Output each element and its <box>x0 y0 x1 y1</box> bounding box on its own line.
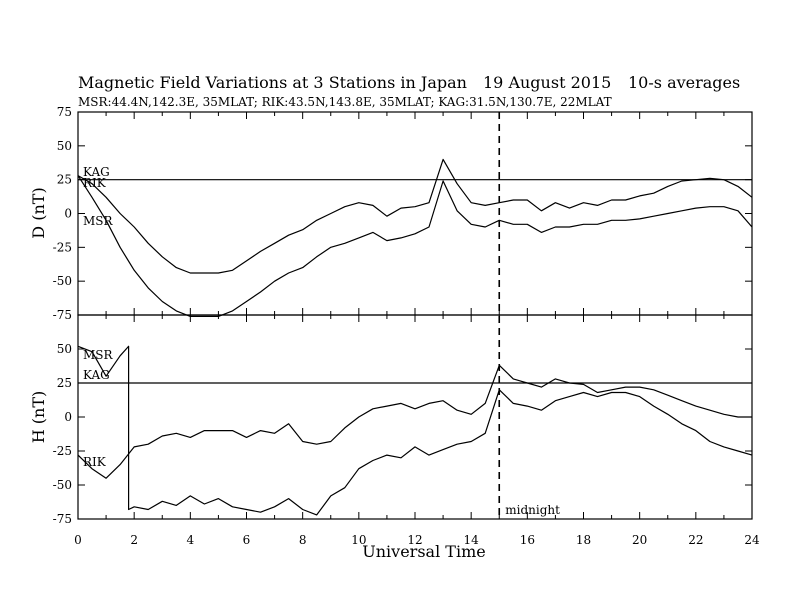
station-coordinates: MSR:44.4N,142.3E, 35MLAT; RIK:43.5N,143.… <box>78 95 612 109</box>
d-label-kag: KAG <box>83 165 110 179</box>
x-axis: 0 2 4 6 8 10 12 14 16 18 20 22 24 <box>74 533 760 547</box>
h-ytick-label: 50 <box>57 342 72 356</box>
h-trace-rik <box>77 364 752 479</box>
chart-title: Magnetic Field Variations at 3 Stations … <box>78 73 467 92</box>
h-component-panel: 50 25 0 -25 -50 -75 MSR KAG RIK <box>53 315 753 526</box>
d-trace-msr <box>77 175 753 317</box>
h-label-kag: KAG <box>83 368 110 382</box>
h-trace-msr <box>77 345 753 516</box>
h-ytick-label: -75 <box>53 512 72 526</box>
x-tick-label: 14 <box>464 533 480 547</box>
x-tick-label: 0 <box>74 533 82 547</box>
x-tick-label: 2 <box>130 533 138 547</box>
h-ytick-label: 0 <box>64 410 72 424</box>
x-tick-label: 20 <box>632 533 647 547</box>
d-label-msr: MSR <box>83 214 114 228</box>
h-panel-frame <box>77 314 753 520</box>
x-tick-label: 4 <box>187 533 195 547</box>
d-ytick-label: 75 <box>57 105 72 119</box>
d-ytick-label: 0 <box>64 207 72 221</box>
d-axis-title: D (nT) <box>29 187 48 238</box>
h-ytick-label: -25 <box>53 444 72 458</box>
h-ytick-label: 25 <box>57 376 72 390</box>
x-tick-label: 18 <box>576 533 591 547</box>
d-ytick-label: -50 <box>53 274 72 288</box>
h-label-msr: MSR <box>83 348 114 362</box>
x-tick-label: 22 <box>688 533 703 547</box>
x-tick-label: 6 <box>243 533 251 547</box>
d-ytick-label: -75 <box>53 308 72 322</box>
h-axis-title: H (nT) <box>29 391 48 444</box>
midnight-label: midnight <box>505 503 560 517</box>
h-ytick-label: -50 <box>53 478 72 492</box>
chart-date: 19 August 2015 <box>483 73 611 92</box>
d-panel-frame <box>77 111 753 316</box>
chart-averaging: 10-s averages <box>628 73 740 92</box>
d-trace-rik <box>77 158 753 274</box>
h-label-rik: RIK <box>83 455 107 469</box>
x-tick-label: 10 <box>351 533 366 547</box>
x-tick-label: 8 <box>299 533 307 547</box>
d-ytick-label: -25 <box>53 240 72 254</box>
x-tick-label: 16 <box>520 533 535 547</box>
x-tick-label: 12 <box>407 533 422 547</box>
x-tick-label: 24 <box>744 533 760 547</box>
d-ytick-label: 50 <box>57 139 72 153</box>
d-label-rik: RIK <box>83 176 107 190</box>
x-axis-title: Universal Time <box>362 542 485 561</box>
d-ytick-label: 25 <box>57 173 72 187</box>
